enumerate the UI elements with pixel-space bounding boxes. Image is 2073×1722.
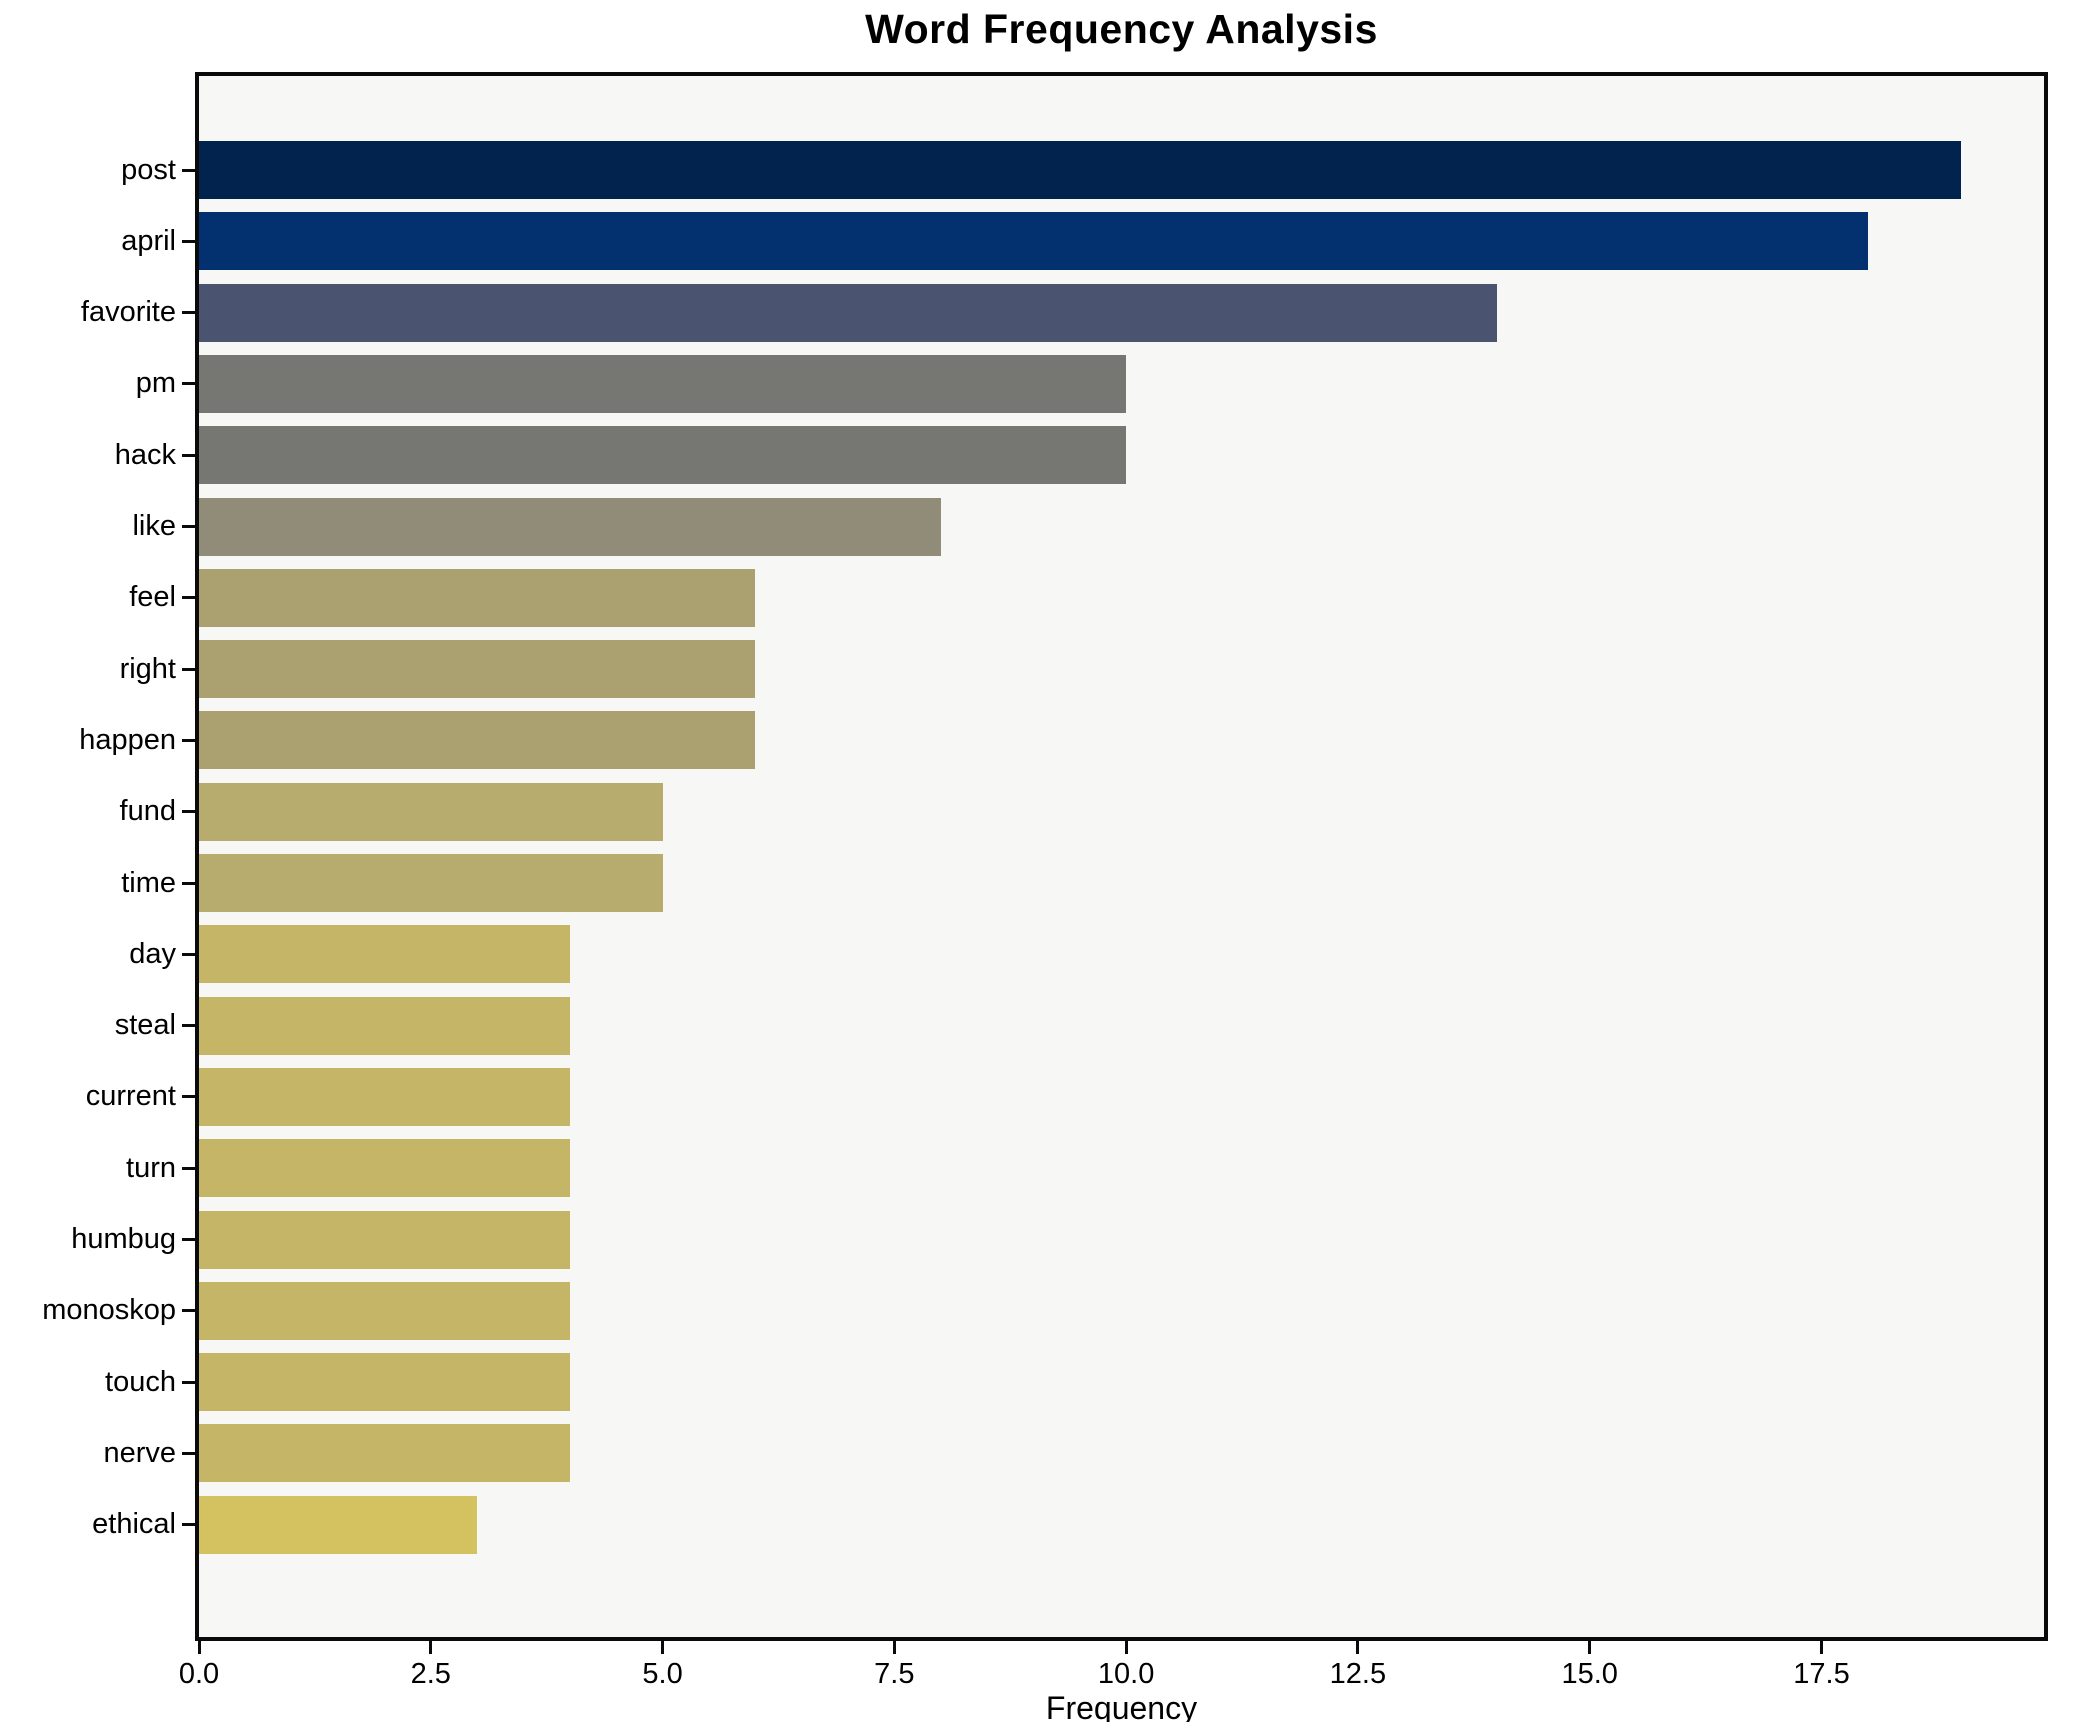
y-tick (182, 1309, 195, 1313)
x-tick-label: 7.5 (874, 1658, 915, 1690)
y-tick (182, 311, 195, 315)
y-axis-label-humbug: humbug (71, 1223, 176, 1255)
y-tick (182, 239, 195, 243)
y-axis-label-april: april (121, 224, 176, 257)
y-axis-label-steal: steal (114, 1009, 176, 1042)
bar-post (199, 141, 1961, 199)
y-tick (182, 738, 195, 742)
bar-steal (199, 996, 570, 1055)
y-tick (182, 525, 195, 528)
y-axis-label-touch: touch (105, 1365, 176, 1398)
y-tick (182, 667, 195, 671)
x-tick (661, 1641, 665, 1654)
bar-pm (199, 354, 1127, 413)
y-axis-label-monoskop: monoskop (42, 1294, 176, 1327)
y-tick (182, 382, 195, 386)
x-axis-label: Frequency (1045, 1690, 1198, 1722)
y-axis-label-post: post (121, 153, 176, 186)
bar-fund (199, 782, 663, 841)
x-tick (429, 1641, 433, 1654)
bar-right (199, 640, 756, 699)
x-tick (892, 1641, 896, 1654)
x-tick-label: 5.0 (642, 1658, 683, 1690)
x-tick-label: 12.5 (1329, 1658, 1387, 1690)
y-tick (182, 168, 195, 172)
bar-april (199, 212, 1868, 271)
x-tick (1356, 1641, 1360, 1654)
y-tick (182, 1380, 195, 1384)
x-tick (197, 1641, 201, 1654)
bar-turn (199, 1139, 570, 1198)
bar-day (199, 925, 570, 984)
y-tick (182, 596, 195, 600)
x-tick (1588, 1641, 1592, 1654)
bar-nerve (199, 1424, 570, 1483)
y-tick (182, 1238, 195, 1241)
y-axis-label-nerve: nerve (103, 1436, 176, 1469)
x-tick-label: 10.0 (1097, 1658, 1155, 1690)
y-axis-label-turn: turn (126, 1151, 176, 1184)
y-axis-label-fund: fund (119, 795, 176, 828)
bar-monoskop (199, 1281, 570, 1340)
y-tick (182, 810, 195, 814)
bar-humbug (199, 1210, 570, 1269)
bar-touch (199, 1353, 570, 1412)
chart-title: Word Frequency Analysis (865, 6, 1378, 52)
y-tick (182, 1523, 195, 1527)
y-axis-label-current: current (85, 1080, 176, 1113)
bar-time (199, 854, 663, 912)
x-tick (1124, 1641, 1128, 1654)
y-axis-label-feel: feel (129, 581, 176, 614)
bar-ethical (199, 1495, 478, 1554)
y-tick (182, 453, 195, 457)
y-tick (182, 1024, 195, 1028)
plot-area (195, 72, 2048, 1641)
y-tick (182, 1451, 195, 1455)
x-tick-label: 2.5 (410, 1658, 451, 1690)
y-axis-label-hack: hack (114, 438, 176, 471)
x-tick (1819, 1641, 1823, 1654)
bar-favorite (199, 283, 1497, 342)
bar-current (199, 1067, 570, 1126)
y-axis-label-ethical: ethical (92, 1508, 176, 1541)
bar-happen (199, 711, 756, 770)
x-tick-label: 0.0 (178, 1658, 220, 1690)
x-tick-label: 17.5 (1793, 1658, 1850, 1690)
bar-like (199, 497, 941, 556)
y-axis-label-time: time (121, 866, 176, 899)
bar-feel (199, 568, 756, 627)
bar-hack (199, 426, 1127, 485)
y-tick (182, 881, 195, 885)
y-axis-label-like: like (132, 510, 176, 542)
y-axis-label-favorite: favorite (80, 296, 176, 329)
y-axis-label-day: day (129, 937, 176, 970)
y-axis-label-pm: pm (135, 367, 176, 400)
y-tick (182, 1166, 195, 1170)
y-tick (182, 1095, 195, 1099)
y-tick (182, 952, 195, 956)
x-tick-label: 15.0 (1561, 1658, 1618, 1690)
y-axis-label-right: right (119, 652, 176, 685)
y-axis-label-happen: happen (79, 723, 176, 756)
